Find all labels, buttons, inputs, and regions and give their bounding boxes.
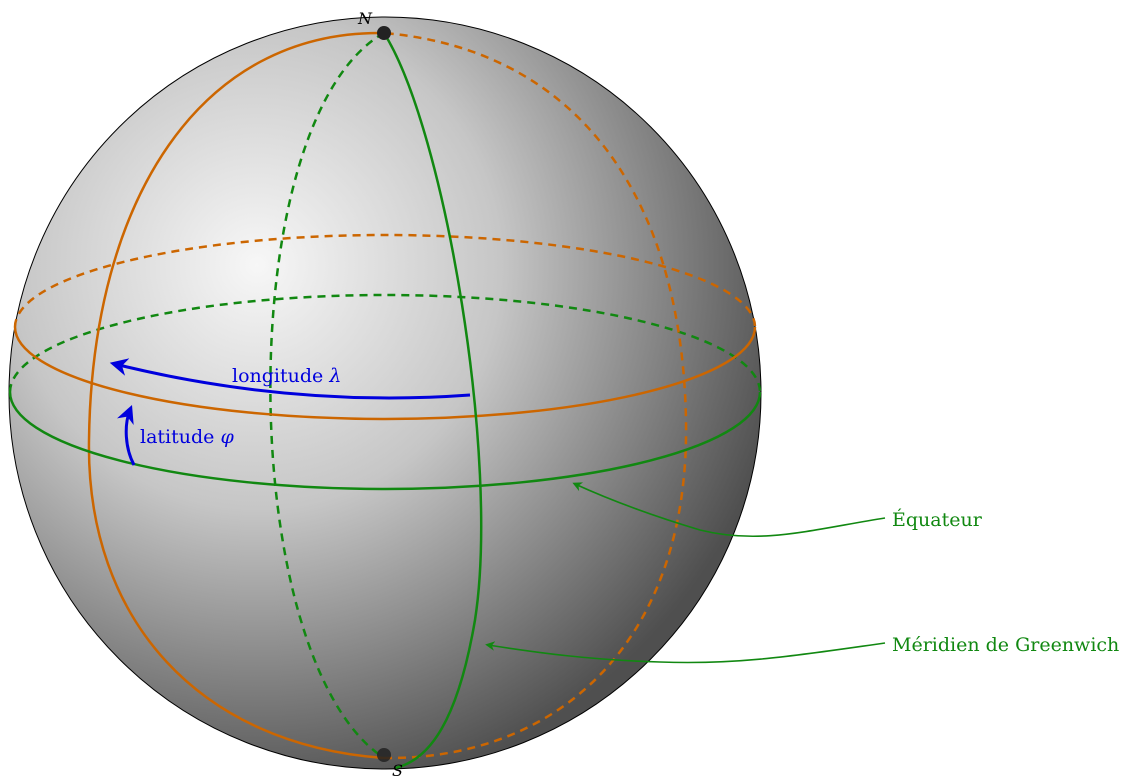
greenwich-meridian-front <box>382 32 483 770</box>
south-pole-label: S <box>392 761 403 779</box>
equator-callout-line <box>572 482 886 538</box>
meridian-callout-line <box>485 641 886 664</box>
meridian-back-orange <box>383 31 688 760</box>
latitude-label: latitude φ <box>140 426 234 448</box>
north-pole-marker <box>377 26 391 40</box>
longitude-arrow <box>109 358 471 400</box>
latitude-parallel-front <box>13 326 757 421</box>
equator-front <box>8 391 762 491</box>
longitude-label: longitude λ <box>232 365 341 387</box>
latitude-arrow <box>116 404 136 466</box>
meridian-front-orange <box>87 31 385 760</box>
equator-callout-label: Équateur <box>892 508 983 531</box>
latitude-parallel-back <box>13 233 757 328</box>
south-pole-marker <box>377 748 391 762</box>
meridian-back-green <box>269 31 385 760</box>
meridian-callout-label: Méridien de Greenwich <box>892 634 1119 656</box>
north-pole-label: N <box>357 9 373 28</box>
sphere <box>8 16 762 770</box>
